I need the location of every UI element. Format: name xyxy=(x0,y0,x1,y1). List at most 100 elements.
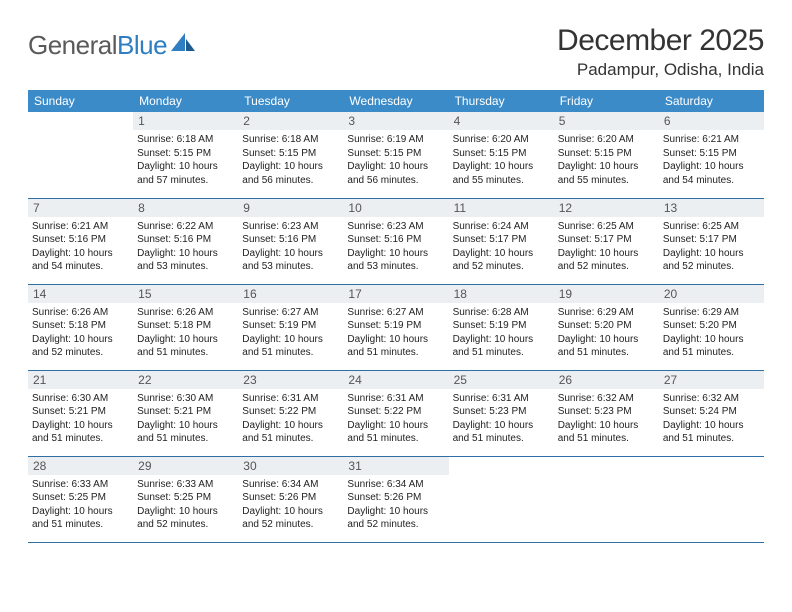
daylight-text: Daylight: 10 hours and 55 minutes. xyxy=(453,160,550,187)
sunset-text: Sunset: 5:23 PM xyxy=(558,405,655,419)
day-number: 19 xyxy=(554,285,659,303)
calendar-cell: 17Sunrise: 6:27 AMSunset: 5:19 PMDayligh… xyxy=(343,284,448,370)
sunrise-text: Sunrise: 6:31 AM xyxy=(453,392,550,406)
dow-friday: Friday xyxy=(554,90,659,112)
day-info: Sunrise: 6:34 AMSunset: 5:26 PMDaylight:… xyxy=(347,478,444,532)
calendar-cell: 6Sunrise: 6:21 AMSunset: 5:15 PMDaylight… xyxy=(659,112,764,198)
day-number: 29 xyxy=(133,457,238,475)
day-info: Sunrise: 6:21 AMSunset: 5:16 PMDaylight:… xyxy=(32,220,129,274)
calendar-cell: 16Sunrise: 6:27 AMSunset: 5:19 PMDayligh… xyxy=(238,284,343,370)
calendar-cell: 18Sunrise: 6:28 AMSunset: 5:19 PMDayligh… xyxy=(449,284,554,370)
calendar-cell: 27 Sunrise: 6:32 AMSunset: 5:24 PMDayligh… xyxy=(659,370,764,456)
calendar-cell: 19Sunrise: 6:29 AMSunset: 5:20 PMDayligh… xyxy=(554,284,659,370)
sunset-text: Sunset: 5:16 PM xyxy=(137,233,234,247)
logo: GeneralBlue xyxy=(28,24,197,61)
sunrise-text: Sunrise: 6:28 AM xyxy=(453,306,550,320)
sunset-text: Sunset: 5:16 PM xyxy=(242,233,339,247)
daylight-text: Daylight: 10 hours and 51 minutes. xyxy=(137,333,234,360)
calendar-cell: 23Sunrise: 6:31 AMSunset: 5:22 PMDayligh… xyxy=(238,370,343,456)
sunrise-text: Sunrise: 6:27 AM xyxy=(347,306,444,320)
calendar-cell xyxy=(554,456,659,542)
daylight-text: Daylight: 10 hours and 53 minutes. xyxy=(347,247,444,274)
day-info: Sunrise: 6:18 AMSunset: 5:15 PMDaylight:… xyxy=(242,133,339,187)
day-number: 3 xyxy=(343,112,448,130)
day-info: Sunrise: 6:31 AMSunset: 5:22 PMDaylight:… xyxy=(242,392,339,446)
day-info: Sunrise: 6:33 AMSunset: 5:25 PMDaylight:… xyxy=(32,478,129,532)
daylight-text: Daylight: 10 hours and 51 minutes. xyxy=(32,419,129,446)
day-number: 15 xyxy=(133,285,238,303)
calendar-week-row: 7Sunrise: 6:21 AMSunset: 5:16 PMDaylight… xyxy=(28,198,764,284)
sunrise-text: Sunrise: 6:33 AM xyxy=(137,478,234,492)
day-number: 27 xyxy=(659,371,764,389)
sunset-text: Sunset: 5:20 PM xyxy=(663,319,760,333)
calendar-cell: 9 Sunrise: 6:23 AMSunset: 5:16 PMDaylight… xyxy=(238,198,343,284)
daylight-text: Daylight: 10 hours and 53 minutes. xyxy=(137,247,234,274)
calendar-cell: 5Sunrise: 6:20 AMSunset: 5:15 PMDaylight… xyxy=(554,112,659,198)
calendar-cell: 29 Sunrise: 6:33 AMSunset: 5:25 PMDayligh… xyxy=(133,456,238,542)
sunset-text: Sunset: 5:16 PM xyxy=(32,233,129,247)
sunset-text: Sunset: 5:15 PM xyxy=(242,147,339,161)
sunrise-text: Sunrise: 6:21 AM xyxy=(32,220,129,234)
day-number: 11 xyxy=(449,199,554,217)
dow-monday: Monday xyxy=(133,90,238,112)
daylight-text: Daylight: 10 hours and 52 minutes. xyxy=(558,247,655,274)
month-title: December 2025 xyxy=(557,24,764,58)
day-info: Sunrise: 6:21 AMSunset: 5:15 PMDaylight:… xyxy=(663,133,760,187)
calendar-cell: 14Sunrise: 6:26 AMSunset: 5:18 PMDayligh… xyxy=(28,284,133,370)
day-number: 17 xyxy=(343,285,448,303)
day-number: 16 xyxy=(238,285,343,303)
sunset-text: Sunset: 5:15 PM xyxy=(347,147,444,161)
calendar-cell: 15 Sunrise: 6:26 AMSunset: 5:18 PMDayligh… xyxy=(133,284,238,370)
day-info: Sunrise: 6:32 AMSunset: 5:24 PMDaylight:… xyxy=(663,392,760,446)
day-number: 28 xyxy=(28,457,133,475)
sail-icon xyxy=(171,29,197,60)
day-number: 4 xyxy=(449,112,554,130)
sunrise-text: Sunrise: 6:26 AM xyxy=(32,306,129,320)
daylight-text: Daylight: 10 hours and 51 minutes. xyxy=(242,419,339,446)
day-info: Sunrise: 6:33 AMSunset: 5:25 PMDaylight:… xyxy=(137,478,234,532)
sunrise-text: Sunrise: 6:23 AM xyxy=(242,220,339,234)
sunrise-text: Sunrise: 6:20 AM xyxy=(558,133,655,147)
calendar-cell: 8Sunrise: 6:22 AMSunset: 5:16 PMDaylight… xyxy=(133,198,238,284)
daylight-text: Daylight: 10 hours and 54 minutes. xyxy=(663,160,760,187)
daylight-text: Daylight: 10 hours and 52 minutes. xyxy=(242,505,339,532)
day-info: Sunrise: 6:25 AMSunset: 5:17 PMDaylight:… xyxy=(663,220,760,274)
calendar-cell: 20Sunrise: 6:29 AMSunset: 5:20 PMDayligh… xyxy=(659,284,764,370)
daylight-text: Daylight: 10 hours and 52 minutes. xyxy=(453,247,550,274)
day-number: 2 xyxy=(238,112,343,130)
sunset-text: Sunset: 5:20 PM xyxy=(558,319,655,333)
calendar-cell: 2 Sunrise: 6:18 AMSunset: 5:15 PMDaylight… xyxy=(238,112,343,198)
day-number: 1 xyxy=(133,112,238,130)
sunset-text: Sunset: 5:16 PM xyxy=(347,233,444,247)
sunset-text: Sunset: 5:18 PM xyxy=(137,319,234,333)
daylight-text: Daylight: 10 hours and 51 minutes. xyxy=(242,333,339,360)
calendar-cell xyxy=(659,456,764,542)
day-info: Sunrise: 6:32 AMSunset: 5:23 PMDaylight:… xyxy=(558,392,655,446)
calendar-cell: 11 Sunrise: 6:24 AMSunset: 5:17 PMDayligh… xyxy=(449,198,554,284)
day-number: 9 xyxy=(238,199,343,217)
day-info: Sunrise: 6:22 AMSunset: 5:16 PMDaylight:… xyxy=(137,220,234,274)
sunrise-text: Sunrise: 6:32 AM xyxy=(558,392,655,406)
sunrise-text: Sunrise: 6:24 AM xyxy=(453,220,550,234)
dow-thursday: Thursday xyxy=(449,90,554,112)
day-info: Sunrise: 6:26 AMSunset: 5:18 PMDaylight:… xyxy=(137,306,234,360)
calendar-week-row: 14Sunrise: 6:26 AMSunset: 5:18 PMDayligh… xyxy=(28,284,764,370)
day-number: 22 xyxy=(133,371,238,389)
day-info: Sunrise: 6:23 AMSunset: 5:16 PMDaylight:… xyxy=(242,220,339,274)
day-info: Sunrise: 6:26 AMSunset: 5:18 PMDaylight:… xyxy=(32,306,129,360)
sunrise-text: Sunrise: 6:31 AM xyxy=(242,392,339,406)
sunset-text: Sunset: 5:26 PM xyxy=(242,491,339,505)
dow-saturday: Saturday xyxy=(659,90,764,112)
calendar-cell: 1Sunrise: 6:18 AMSunset: 5:15 PMDaylight… xyxy=(133,112,238,198)
page-header: GeneralBlue December 2025 Padampur, Odis… xyxy=(28,24,764,80)
sunrise-text: Sunrise: 6:30 AM xyxy=(32,392,129,406)
sunrise-text: Sunrise: 6:20 AM xyxy=(453,133,550,147)
dow-tuesday: Tuesday xyxy=(238,90,343,112)
sunset-text: Sunset: 5:17 PM xyxy=(453,233,550,247)
calendar-cell: 25Sunrise: 6:31 AMSunset: 5:23 PMDayligh… xyxy=(449,370,554,456)
sunset-text: Sunset: 5:19 PM xyxy=(242,319,339,333)
day-info: Sunrise: 6:29 AMSunset: 5:20 PMDaylight:… xyxy=(663,306,760,360)
day-number: 13 xyxy=(659,199,764,217)
daylight-text: Daylight: 10 hours and 57 minutes. xyxy=(137,160,234,187)
calendar-cell: 3Sunrise: 6:19 AMSunset: 5:15 PMDaylight… xyxy=(343,112,448,198)
